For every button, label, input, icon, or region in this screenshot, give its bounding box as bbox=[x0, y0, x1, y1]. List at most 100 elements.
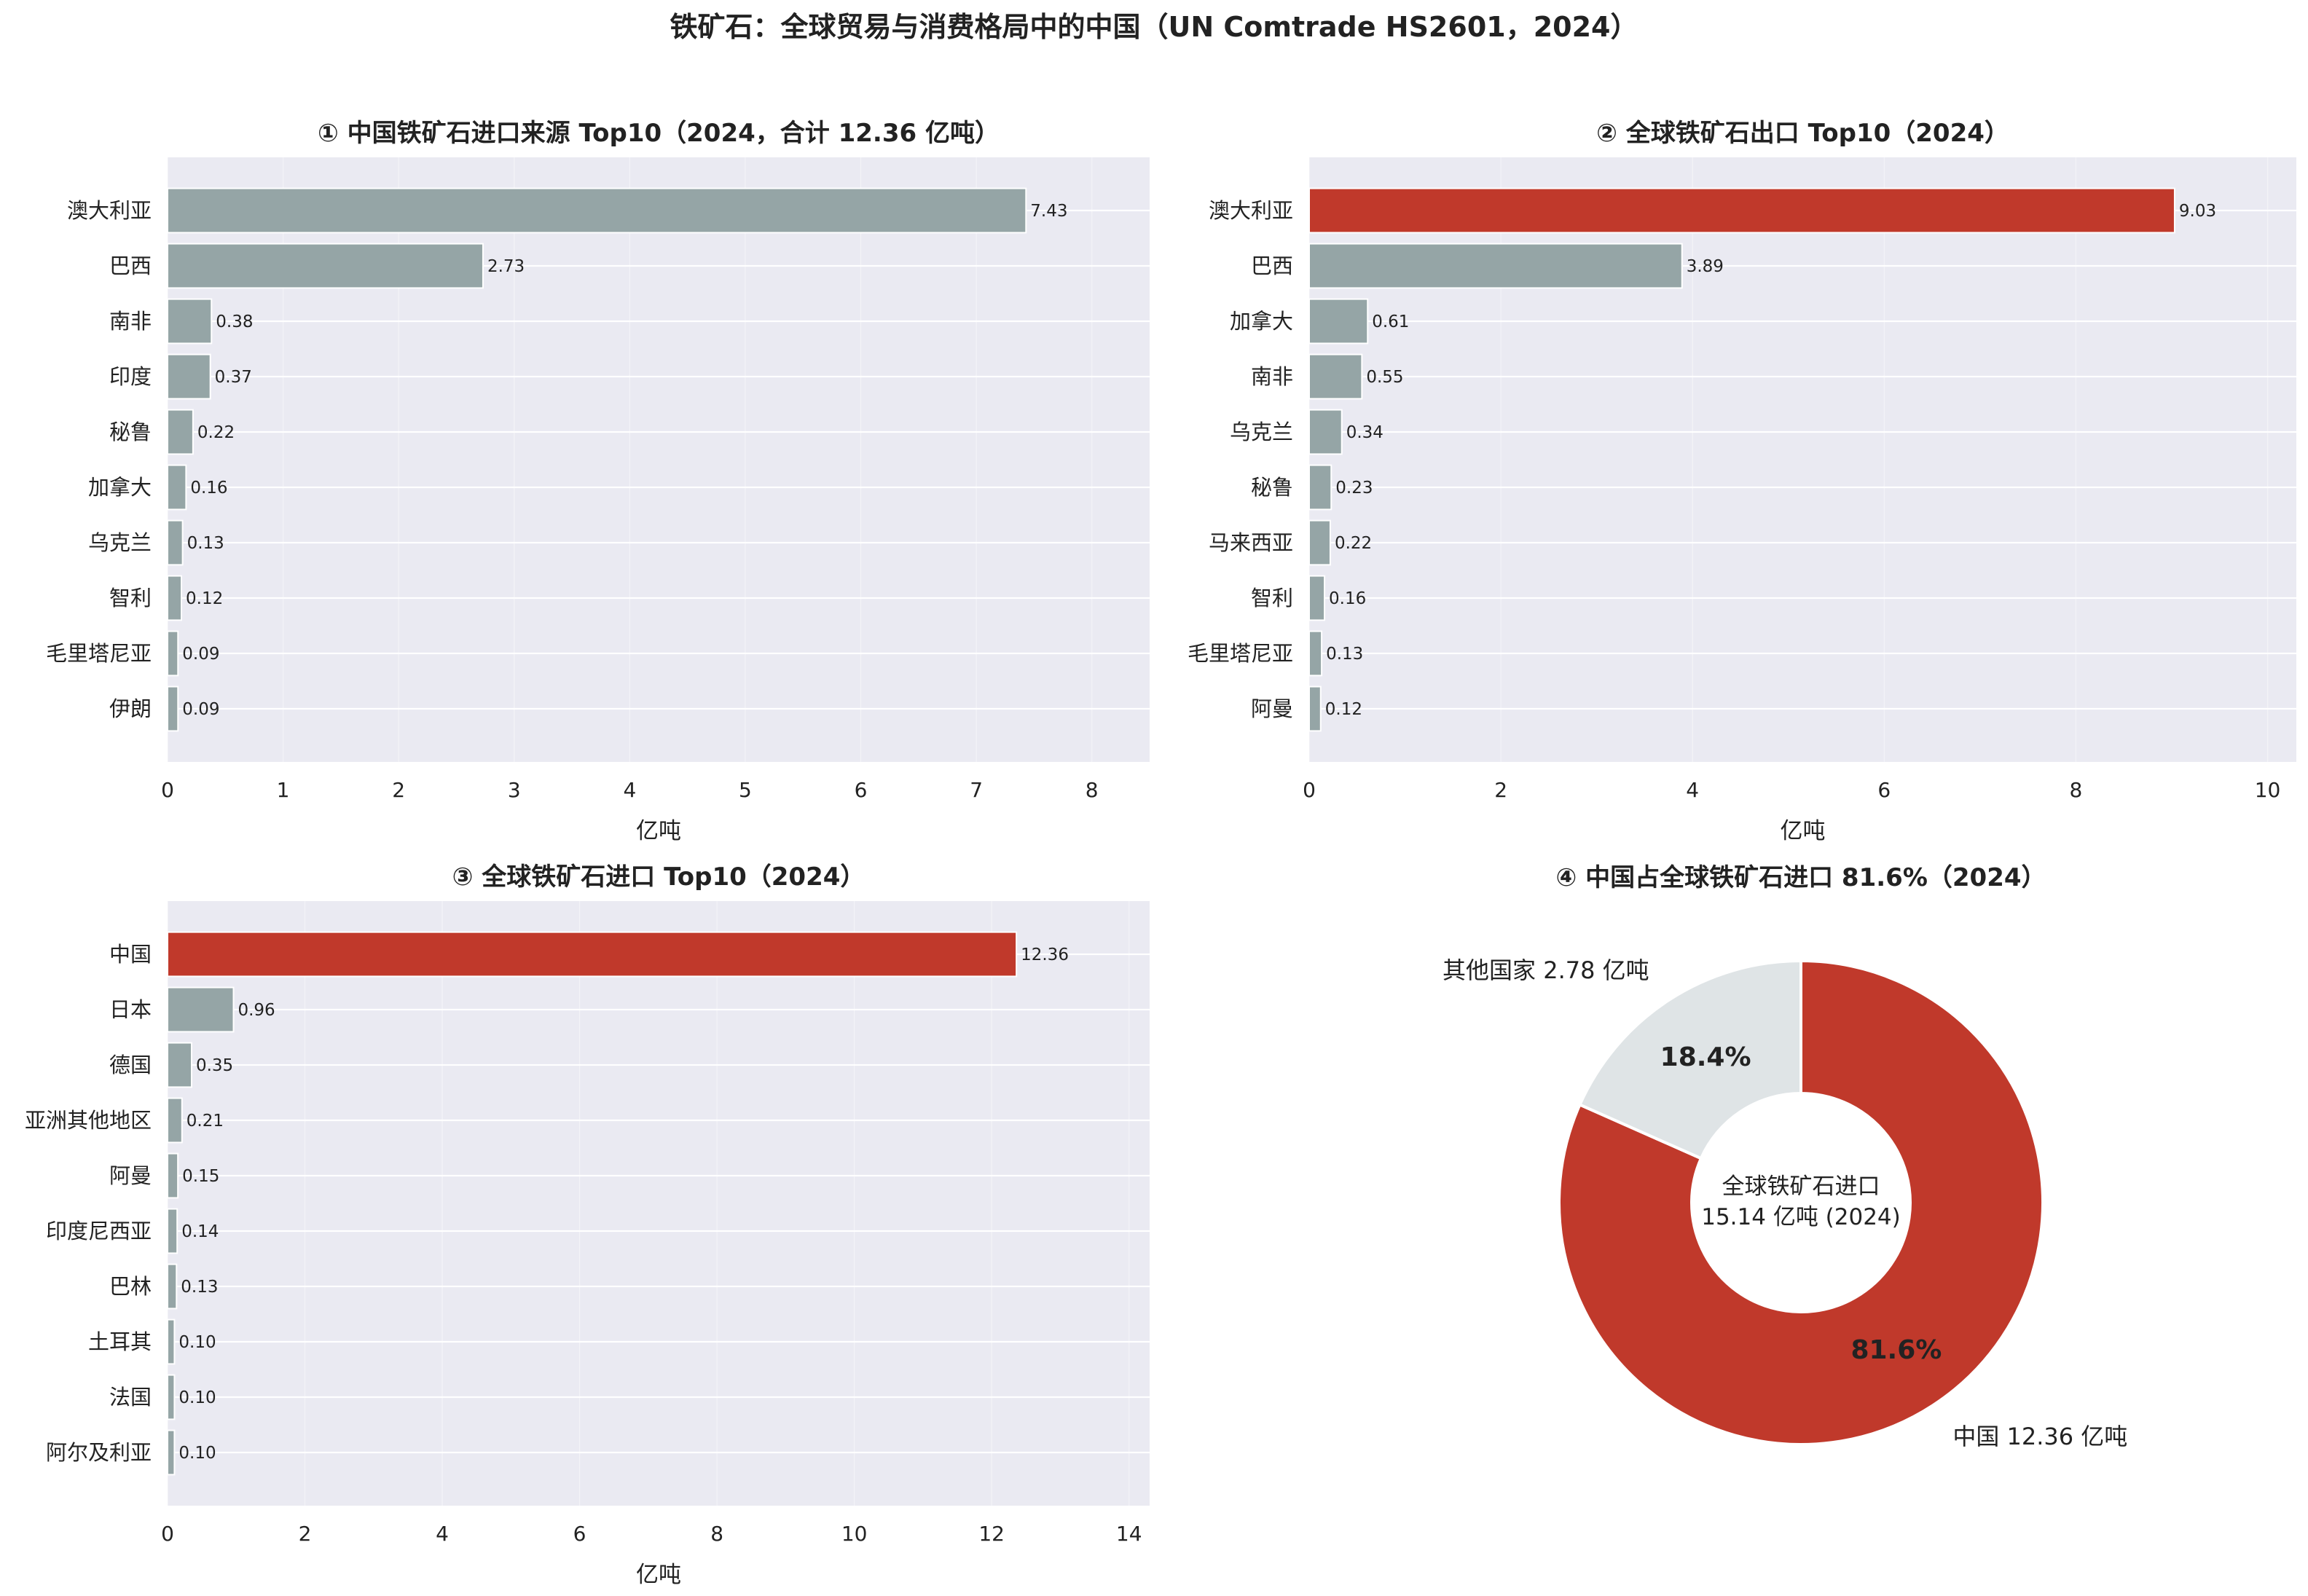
slice-percent-label: 81.6% bbox=[1850, 1335, 1942, 1365]
bar bbox=[167, 409, 194, 455]
bar bbox=[167, 575, 183, 621]
x-tick-label: 8 bbox=[1086, 778, 1099, 802]
panel-china-import-sources: 0 1 2 3 4 5 6 7 8 澳大利亚 7.43 巴西 2.73 南非 0.38 印度 0.37 秘鲁 0.2… bbox=[46, 119, 1150, 844]
category-label: 澳大利亚 bbox=[67, 198, 152, 223]
value-label: 0.23 bbox=[1335, 479, 1373, 498]
x-tick-label: 8 bbox=[710, 1522, 723, 1546]
value-label: 0.12 bbox=[1325, 700, 1362, 719]
value-label: 0.55 bbox=[1366, 368, 1403, 387]
panel-global-imports: 0 2 4 6 8 10 12 14 中国 12.36 日本 0.96 德国 0.35 亚洲其他地区 0.21… bbox=[25, 862, 1150, 1588]
bar bbox=[167, 1208, 178, 1254]
panel-global-exports: 0 2 4 6 8 10 澳大利亚 9.03 巴西 3.89 加拿大 0.61 南非 0.55 乌克兰 0.3… bbox=[1188, 119, 2296, 844]
category-label: 澳大利亚 bbox=[1209, 198, 1293, 223]
x-tick-label: 4 bbox=[436, 1522, 449, 1546]
bar bbox=[167, 464, 187, 511]
x-tick-label: 6 bbox=[1877, 778, 1891, 802]
x-tick-label: 0 bbox=[161, 778, 174, 802]
category-label: 加拿大 bbox=[1230, 309, 1293, 334]
panel-title: ④ 中国占全球铁矿石进口 81.6%（2024） bbox=[1555, 863, 2046, 892]
value-label: 0.16 bbox=[1329, 589, 1366, 608]
slice-percent-label: 18.4% bbox=[1660, 1042, 1751, 1072]
category-label: 马来西亚 bbox=[1209, 530, 1293, 555]
value-label: 0.37 bbox=[215, 368, 252, 387]
bar bbox=[167, 1374, 176, 1420]
value-label: 0.34 bbox=[1346, 423, 1383, 442]
value-label: 0.22 bbox=[1335, 534, 1372, 553]
slice-label: 其他国家 2.78 亿吨 bbox=[1442, 956, 1649, 984]
bar bbox=[167, 685, 179, 732]
donut-center-text: 全球铁矿石进口 bbox=[1722, 1174, 1880, 1200]
x-tick-label: 5 bbox=[739, 778, 752, 802]
value-label: 0.13 bbox=[187, 534, 224, 553]
value-label: 7.43 bbox=[1030, 202, 1067, 221]
bar bbox=[167, 353, 211, 400]
bar bbox=[167, 630, 179, 677]
bar bbox=[1308, 409, 1343, 455]
category-label: 印度 bbox=[109, 364, 152, 389]
bar bbox=[1308, 353, 1363, 400]
x-tick-label: 6 bbox=[855, 778, 868, 802]
x-tick-label: 4 bbox=[1686, 778, 1699, 802]
x-tick-label: 2 bbox=[1494, 778, 1507, 802]
x-tick-label: 0 bbox=[1303, 778, 1316, 802]
x-tick-label: 8 bbox=[2070, 778, 2083, 802]
category-label: 南非 bbox=[109, 309, 152, 334]
value-label: 2.73 bbox=[487, 257, 525, 276]
donut-center-text: 15.14 亿吨 (2024) bbox=[1701, 1204, 1901, 1230]
value-label: 0.10 bbox=[178, 1388, 216, 1407]
category-label: 印度尼西亚 bbox=[46, 1219, 152, 1243]
category-label: 秘鲁 bbox=[1251, 475, 1293, 500]
slice-label: 中国 12.36 亿吨 bbox=[1952, 1423, 2127, 1450]
x-tick-label: 7 bbox=[970, 778, 983, 802]
x-tick-label: 10 bbox=[2255, 778, 2281, 802]
bar bbox=[167, 1429, 176, 1476]
category-label: 巴林 bbox=[109, 1274, 152, 1299]
bar bbox=[1308, 243, 1683, 289]
donut-slice bbox=[1558, 959, 2044, 1446]
x-axis-label: 亿吨 bbox=[636, 1562, 681, 1588]
category-label: 巴西 bbox=[1251, 253, 1293, 278]
value-label: 12.36 bbox=[1021, 946, 1069, 964]
category-label: 巴西 bbox=[109, 253, 152, 278]
value-label: 3.89 bbox=[1687, 257, 1724, 276]
category-label: 阿尔及利亚 bbox=[46, 1440, 152, 1465]
x-axis-label: 亿吨 bbox=[636, 818, 681, 844]
x-tick-label: 2 bbox=[392, 778, 405, 802]
value-label: 0.21 bbox=[187, 1112, 224, 1131]
category-label: 智利 bbox=[109, 586, 152, 610]
panel-title: ③ 全球铁矿石进口 Top10（2024） bbox=[452, 862, 865, 892]
bar bbox=[167, 1152, 179, 1199]
value-label: 0.10 bbox=[178, 1444, 216, 1463]
category-label: 乌克兰 bbox=[1230, 420, 1293, 444]
value-label: 0.10 bbox=[178, 1333, 216, 1352]
bar bbox=[1308, 464, 1332, 511]
bar bbox=[1308, 187, 2175, 234]
value-label: 9.03 bbox=[2179, 202, 2216, 221]
value-label: 0.22 bbox=[197, 423, 235, 442]
bar bbox=[1308, 630, 1323, 677]
bar bbox=[167, 298, 213, 345]
panel-title: ② 全球铁矿石出口 Top10（2024） bbox=[1596, 119, 2009, 148]
category-label: 土耳其 bbox=[88, 1329, 152, 1354]
value-label: 0.13 bbox=[181, 1278, 218, 1297]
value-label: 0.13 bbox=[1326, 645, 1363, 664]
value-label: 0.09 bbox=[182, 645, 219, 664]
category-label: 法国 bbox=[109, 1385, 152, 1410]
category-label: 智利 bbox=[1251, 586, 1293, 610]
bar bbox=[167, 931, 1018, 978]
x-tick-label: 2 bbox=[299, 1522, 312, 1546]
bar bbox=[167, 986, 235, 1033]
plot-background bbox=[168, 901, 1150, 1506]
bar bbox=[167, 187, 1027, 234]
donut-slice bbox=[1577, 959, 1802, 1160]
x-tick-label: 14 bbox=[1116, 1522, 1142, 1546]
bar bbox=[1308, 575, 1326, 621]
category-label: 阿曼 bbox=[1251, 696, 1293, 721]
category-label: 加拿大 bbox=[88, 475, 152, 500]
value-label: 0.35 bbox=[196, 1056, 233, 1075]
panel-china-share-donut: ④ 中国占全球铁矿石进口 81.6%（2024） 81.6% 中国 12.36 亿吨… bbox=[1442, 863, 2127, 1450]
x-axis-label: 亿吨 bbox=[1781, 818, 1826, 844]
value-label: 0.61 bbox=[1372, 312, 1409, 331]
figure-title: 铁矿石：全球贸易与消费格局中的中国（UN Comtrade HS2601，202… bbox=[670, 11, 1638, 43]
